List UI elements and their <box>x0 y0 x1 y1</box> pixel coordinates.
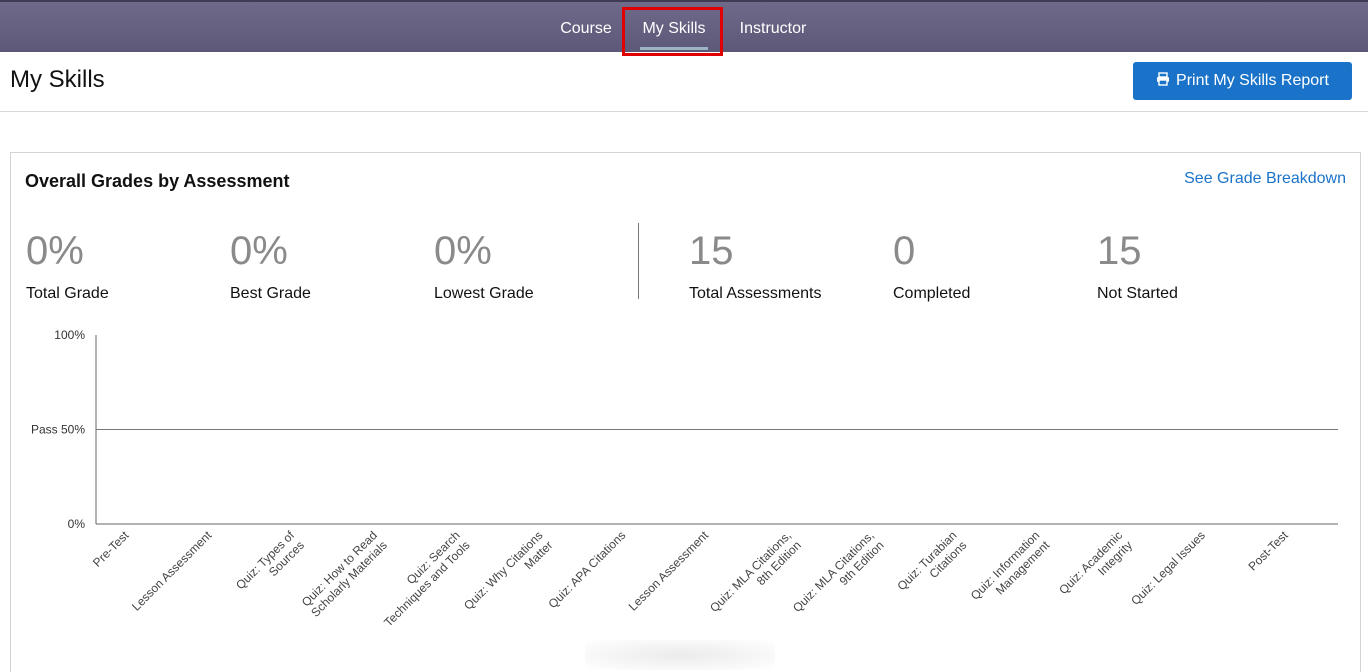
stats-divider <box>638 223 639 299</box>
x-tick-label: Quiz: TurabianCitations <box>894 528 969 603</box>
print-report-button[interactable]: Print My Skills Report <box>1133 62 1352 100</box>
x-tick-label: Quiz: Types ofSources <box>233 528 307 602</box>
stat-label: Total Grade <box>26 285 109 302</box>
tab-instructor[interactable]: Instructor <box>739 20 807 37</box>
stat-value: 0% <box>26 229 84 273</box>
stat-label: Not Started <box>1097 285 1178 302</box>
stat-value: 0% <box>230 229 288 273</box>
stat-label: Best Grade <box>230 285 311 302</box>
panel-title: Overall Grades by Assessment <box>25 171 290 191</box>
y-tick-label: 100% <box>54 328 85 342</box>
x-tick-label: Quiz: MLA Citations,9th Edition <box>790 528 887 625</box>
page-title: My Skills <box>10 66 105 93</box>
stat-value: 0% <box>434 229 492 273</box>
printer-icon <box>1156 71 1170 91</box>
tab-course[interactable]: Course <box>560 20 612 37</box>
y-tick-label: Pass 50% <box>31 423 85 437</box>
stat-value: 0 <box>893 229 916 273</box>
x-tick-label: Quiz: MLA Citations,8th Edition <box>707 528 804 625</box>
x-tick-label: Quiz: How to ReadScholarly Materials <box>298 528 389 619</box>
x-tick-label: Quiz: Why CitationsMatter <box>461 528 555 622</box>
x-tick-label: Pre-Test <box>90 528 132 570</box>
x-tick-label: Quiz: InformationManagement <box>968 528 1053 613</box>
stat-completed: 0 Completed <box>893 229 970 303</box>
stat-value: 15 <box>1097 229 1142 273</box>
stat-best-grade: 0% Best Grade <box>230 229 311 303</box>
stat-value: 15 <box>689 229 734 273</box>
x-tick-label: Post-Test <box>1245 528 1291 574</box>
x-tick-label: Lesson Assessment <box>129 528 215 614</box>
stat-total-assessments: 15 Total Assessments <box>689 229 822 303</box>
x-tick-label: Quiz: SearchTechniques and Tools <box>371 528 472 629</box>
print-report-label: Print My Skills Report <box>1176 72 1329 89</box>
y-tick-label: 0% <box>68 517 86 531</box>
x-tick-label: Quiz: AcademicIntegrity <box>1056 528 1135 607</box>
active-tab-highlight <box>622 7 723 56</box>
stat-lowest-grade: 0% Lowest Grade <box>434 229 534 303</box>
stat-label: Lowest Grade <box>434 285 534 302</box>
tab-my-skills[interactable]: My Skills <box>630 2 718 52</box>
x-tick-label: Quiz: Legal Issues <box>1128 528 1208 608</box>
stat-label: Total Assessments <box>689 285 822 302</box>
x-tick-label: Lesson Assessment <box>626 528 712 614</box>
stat-total-grade: 0% Total Grade <box>26 229 109 303</box>
x-tick-label: Quiz: APA Citations <box>545 528 628 611</box>
stat-label: Completed <box>893 285 971 302</box>
grades-panel: Overall Grades by Assessment See Grade B… <box>10 152 1361 672</box>
see-grade-breakdown-link[interactable]: See Grade Breakdown <box>1184 170 1346 187</box>
bottom-shadow <box>585 640 775 670</box>
header-divider <box>0 111 1368 112</box>
stat-not-started: 15 Not Started <box>1097 229 1178 303</box>
